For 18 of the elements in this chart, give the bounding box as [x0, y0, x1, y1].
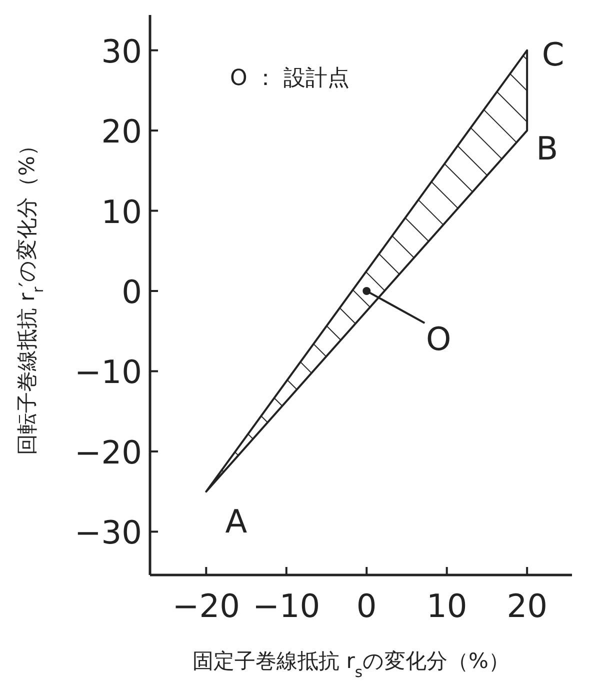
x-tick-label: 20 — [506, 587, 548, 625]
x-tick-label: −10 — [252, 587, 320, 625]
y-tick-label: −10 — [74, 353, 142, 392]
x-tick-label: 10 — [426, 587, 468, 625]
x-axis-title: 固定子巻線抵抗 r$_{s}$の変化分（%） — [192, 649, 510, 680]
y-tick-label: −20 — [74, 433, 142, 472]
annotation: O — [426, 320, 452, 358]
annotation: A — [225, 502, 248, 541]
annotation: O ： 設計点 — [230, 66, 350, 91]
y-tick-label: 20 — [101, 112, 142, 151]
x-tick-label: −20 — [172, 587, 240, 625]
y-tick-label: 0 — [122, 272, 142, 311]
annotation: B — [536, 130, 558, 168]
y-tick-label: −30 — [74, 514, 142, 552]
y-tick-label: 10 — [101, 192, 142, 231]
y-tick-label: 30 — [101, 32, 142, 70]
x-tick-label: 0 — [356, 587, 377, 625]
annotation: C — [542, 35, 564, 74]
